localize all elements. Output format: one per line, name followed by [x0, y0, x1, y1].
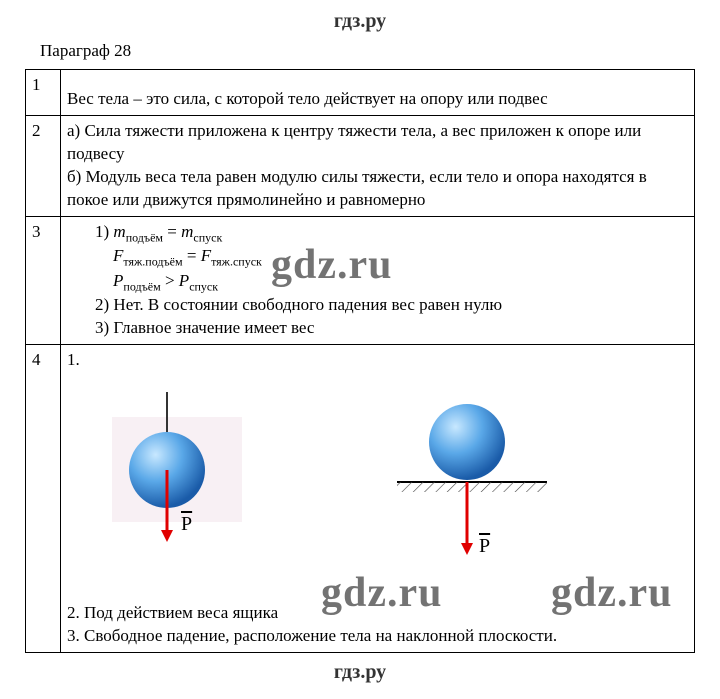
var-f: F	[113, 246, 123, 265]
row4-line2: 2. Под действием веса ящика	[67, 602, 688, 625]
var-m: m	[181, 222, 193, 241]
subscript: тяж.спуск	[211, 255, 262, 269]
row-number: 4	[26, 345, 61, 653]
table-row: 2 а) Сила тяжести приложена к центру тяж…	[26, 115, 695, 216]
var-p: P	[113, 271, 123, 290]
diagram-sphere-on-surface: P	[377, 392, 557, 572]
row3-content: 1) mподъём = mспуск Fтяж.подъём = Fтяж.с…	[61, 216, 695, 345]
text: >	[161, 271, 179, 290]
table-row: Вес тела – это сила, с которой тело дейс…	[26, 84, 695, 115]
row2-content: а) Сила тяжести приложена к центру тяжес…	[61, 115, 695, 216]
table-row: 1	[26, 70, 695, 85]
footer-logo: гдз.ру	[25, 661, 695, 684]
paragraph-title: Параграф 28	[40, 41, 695, 61]
subscript: тяж.подъём	[123, 255, 182, 269]
svg-text:P: P	[181, 513, 192, 535]
row3-line4: 2) Нет. В состоянии свободного падения в…	[67, 294, 688, 317]
row3-line2: Fтяж.подъём = Fтяж.спуск	[67, 245, 688, 270]
row1-content: Вес тела – это сила, с которой тело дейс…	[61, 84, 695, 115]
text: =	[183, 246, 201, 265]
table-row: 4 1.	[26, 345, 695, 653]
row-number: 3	[26, 216, 61, 345]
row4-line3: 3. Свободное падение, расположение тела …	[67, 625, 688, 648]
text: =	[163, 222, 181, 241]
subscript: подъём	[123, 279, 160, 293]
page-container: гдз.ру Параграф 28 1 Вес тела – это сила…	[0, 0, 720, 699]
row3-line5: 3) Главное значение имеет вес	[67, 317, 688, 340]
row2-b: б) Модуль веса тела равен модулю силы тя…	[67, 166, 688, 212]
subscript: спуск	[189, 279, 218, 293]
var-f: F	[201, 246, 211, 265]
row4-line1: 1.	[67, 349, 688, 372]
text: 1)	[95, 222, 113, 241]
svg-text:P: P	[479, 535, 490, 557]
row3-line3: Pподъём > Pспуск	[67, 270, 688, 295]
header-logo: гдз.ру	[25, 10, 695, 33]
row-number: 2	[26, 115, 61, 216]
var-p: P	[179, 271, 189, 290]
row3-line1: 1) mподъём = mспуск	[67, 221, 688, 246]
spacer-cell	[61, 70, 695, 85]
row2-a: а) Сила тяжести приложена к центру тяжес…	[67, 120, 688, 166]
row-number: 1	[26, 70, 61, 116]
answers-table: 1 Вес тела – это сила, с которой тело де…	[25, 69, 695, 653]
subscript: подъём	[126, 230, 163, 244]
diagram-sphere-hanging: P	[97, 392, 257, 552]
row4-content: 1.	[61, 345, 695, 653]
var-m: m	[113, 222, 125, 241]
diagram-container: P	[67, 372, 688, 602]
subscript: спуск	[193, 230, 222, 244]
table-row: 3 1) mподъём = mспуск Fтяж.подъём = Fтяж…	[26, 216, 695, 345]
